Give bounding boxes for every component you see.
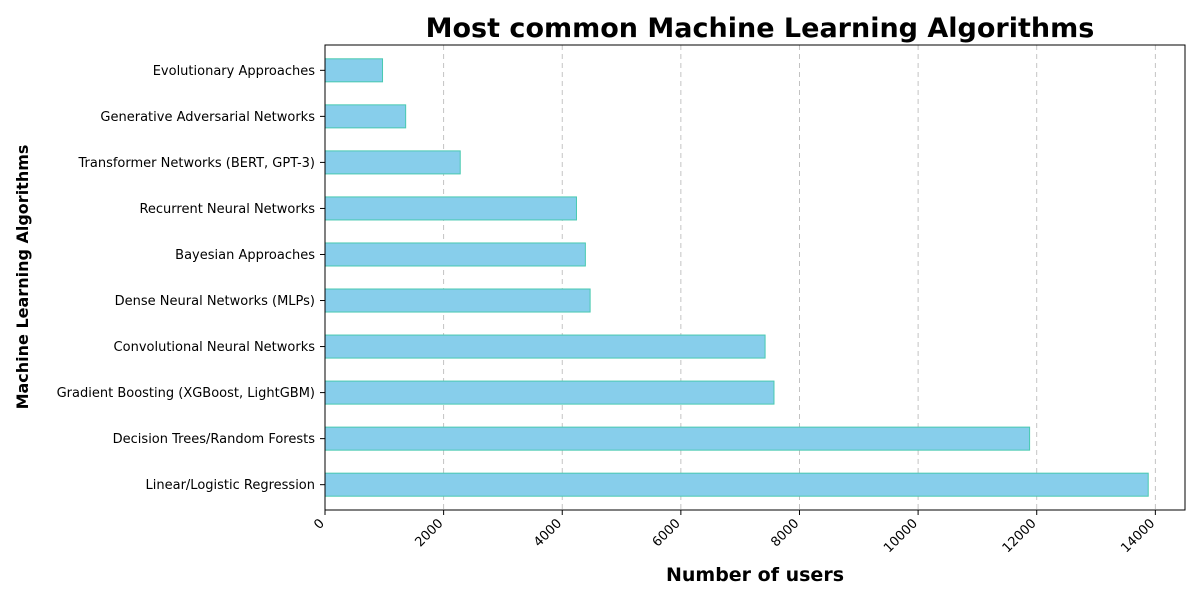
bar (324, 334, 766, 359)
x-tick-label: 12000 (1000, 516, 1040, 556)
category-label: Convolutional Neural Networks (114, 340, 316, 355)
category-label: Bayesian Approaches (175, 248, 315, 263)
bar (324, 472, 1149, 497)
x-tick-label: 0 (311, 516, 327, 532)
category-label: Gradient Boosting (XGBoost, LightGBM) (57, 386, 315, 401)
x-tick-label: 8000 (768, 516, 802, 550)
x-tick-label: 2000 (412, 516, 446, 550)
x-tick-label: 4000 (531, 516, 565, 550)
bar (324, 104, 407, 129)
bar (324, 426, 1031, 451)
x-tick-label: 10000 (881, 516, 921, 556)
y-axis: Linear/Logistic Regression Decision Trees… (57, 64, 325, 493)
bars (324, 58, 1149, 497)
category-label: Recurrent Neural Networks (139, 202, 315, 217)
plot-frame (324, 44, 1186, 511)
category-label: Decision Trees/Random Forests (113, 432, 316, 447)
bar (324, 380, 775, 405)
x-axis: 0 2000 4000 6000 8000 10000 12000 14000 (311, 510, 1158, 556)
category-label: Linear/Logistic Regression (146, 478, 315, 493)
bar (324, 196, 577, 221)
category-label: Evolutionary Approaches (153, 64, 316, 79)
category-label: Transformer Networks (BERT, GPT-3) (77, 156, 315, 171)
category-label: Generative Adversarial Networks (100, 110, 315, 125)
x-axis-title: Number of users (666, 564, 844, 586)
category-label: Dense Neural Networks (MLPs) (115, 294, 315, 309)
bar (324, 288, 591, 313)
bar (324, 242, 586, 267)
bar (324, 58, 384, 83)
bar (324, 150, 461, 175)
x-tick-label: 6000 (650, 516, 684, 550)
chart-title: Most common Machine Learning Algorithms (426, 13, 1095, 44)
y-axis-title: Machine Learning Algorithms (13, 145, 32, 410)
x-tick-label: 14000 (1118, 516, 1158, 556)
